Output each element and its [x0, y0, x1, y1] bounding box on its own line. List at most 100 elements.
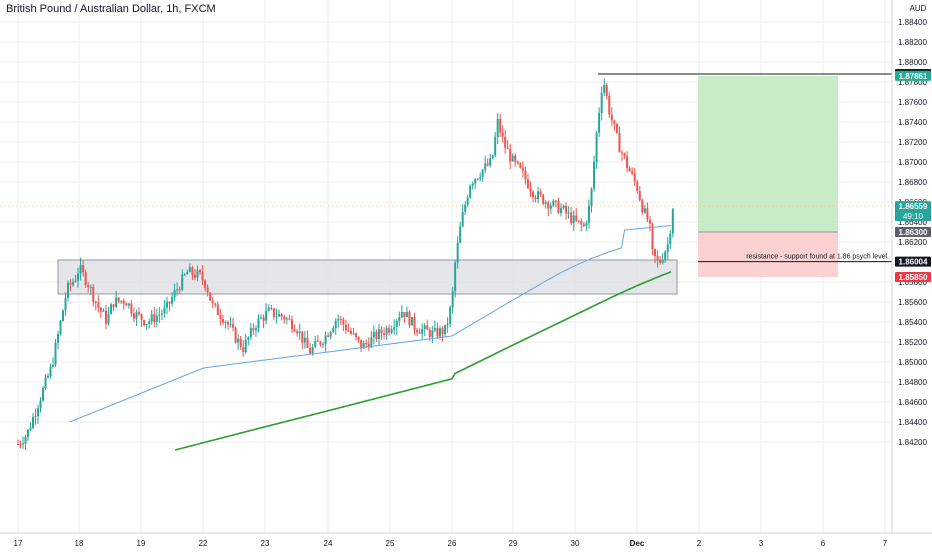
candle-body: [265, 310, 268, 321]
candle-body: [254, 328, 257, 331]
candle-body: [262, 317, 265, 321]
time-axis-label: 6: [821, 539, 826, 548]
candle-body: [94, 301, 97, 303]
candle-body: [82, 265, 85, 273]
candle-body: [199, 270, 202, 273]
time-axis-label: 26: [448, 539, 457, 548]
candle-body: [270, 307, 273, 309]
candle-body: [446, 324, 449, 326]
candle-body: [610, 114, 613, 121]
candle-body: [99, 307, 102, 312]
price-label: 1.86300: [899, 228, 928, 237]
candle-body: [626, 156, 629, 168]
candle-body: [44, 377, 47, 389]
candle-body: [572, 215, 575, 224]
candle-body: [484, 163, 487, 170]
candle-body: [461, 211, 464, 227]
candle-body: [135, 312, 138, 319]
candle-body: [252, 327, 255, 331]
candle-body: [59, 321, 62, 334]
candle-body: [666, 244, 669, 252]
candle-body: [49, 366, 52, 377]
time-axis-label: Dec: [630, 539, 645, 548]
candle-body: [219, 315, 222, 319]
candle-body: [372, 331, 375, 338]
candle-body: [638, 191, 641, 201]
candle-body: [120, 300, 123, 302]
candle-body: [501, 132, 504, 137]
candle-body: [206, 287, 209, 293]
candle-body: [661, 260, 664, 263]
long-position-target-zone[interactable]: [698, 75, 838, 233]
candle-body: [216, 304, 219, 316]
price-axis-tick-label: 1.85800: [898, 278, 927, 287]
candle-body: [350, 330, 353, 334]
candle-body: [411, 317, 414, 326]
candle-body: [132, 313, 135, 319]
candle-body: [600, 92, 603, 114]
candle-body: [201, 272, 204, 281]
candle-body: [514, 155, 517, 162]
long-position-stop-zone[interactable]: [698, 232, 838, 277]
candle-body: [327, 335, 330, 337]
candle-body: [671, 209, 674, 234]
candle-body: [656, 256, 659, 261]
candle-body: [311, 347, 314, 354]
price-axis-tick-label: 1.88000: [898, 58, 927, 67]
candle-body: [290, 319, 293, 330]
candle-body: [244, 339, 247, 353]
candle-body: [511, 155, 514, 162]
candle-body: [296, 331, 299, 334]
candle-body: [224, 322, 227, 324]
candle-body: [570, 212, 573, 224]
candle-body: [171, 297, 174, 304]
price-axis-tick-label: 1.87400: [898, 118, 927, 127]
candle-body: [413, 317, 416, 330]
candle-body: [438, 328, 441, 337]
candle-body: [232, 324, 235, 328]
candle-body: [309, 347, 312, 354]
candle-body: [347, 330, 350, 332]
candle-body: [39, 400, 42, 409]
candle-body: [148, 321, 151, 324]
candle-body: [436, 327, 439, 337]
candle-body: [459, 226, 462, 243]
candle-body: [209, 292, 212, 301]
time-axis-label: 18: [75, 539, 84, 548]
candle-body: [229, 324, 232, 326]
candle-body: [631, 171, 634, 174]
candle-body: [431, 330, 434, 338]
candle-body: [659, 260, 662, 263]
price-label: 1.85850: [899, 273, 928, 282]
candle-body: [403, 312, 406, 318]
price-axis-tick-label: 1.87600: [898, 98, 927, 107]
price-axis-tick-label: 1.88400: [898, 18, 927, 27]
annotation-text: resistance - support found at 1.86 psych…: [746, 254, 889, 261]
candle-body: [449, 307, 452, 325]
support-resistance-zone[interactable]: [57, 259, 678, 295]
candle-body: [580, 220, 583, 225]
candle-body: [557, 200, 560, 214]
candle-body: [67, 282, 70, 298]
candle-body: [474, 179, 477, 184]
candle-body: [57, 333, 60, 343]
candle-body: [618, 132, 621, 153]
candle-body: [613, 120, 616, 125]
candle-body: [547, 202, 550, 209]
candle-body: [554, 200, 557, 202]
candle-body: [211, 300, 214, 304]
candle-body: [370, 337, 373, 348]
candle-body: [608, 95, 611, 115]
candle-body: [37, 408, 40, 417]
candle-body: [633, 173, 636, 182]
candle-body: [247, 337, 250, 340]
candle-body: [577, 220, 580, 222]
candle-body: [102, 310, 105, 312]
price-axis-tick-label: 1.86400: [898, 218, 927, 227]
candle-body: [24, 436, 27, 444]
candle-body: [598, 113, 601, 133]
candle-body: [84, 272, 87, 286]
candle-body: [22, 443, 25, 445]
candle-body: [77, 273, 80, 281]
